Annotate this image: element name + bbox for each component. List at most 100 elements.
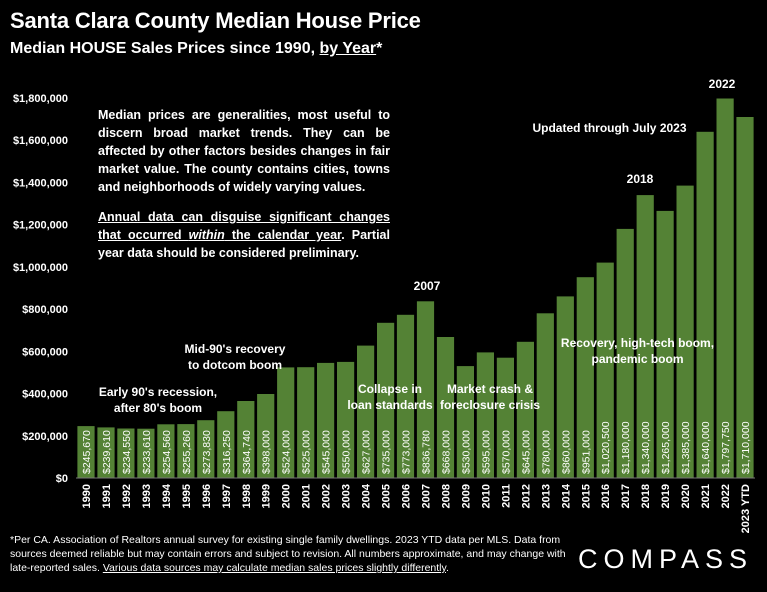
bar-1991	[97, 427, 115, 478]
bar-value-label: $524,000	[281, 430, 293, 474]
footnote-end: .	[445, 562, 449, 574]
x-tick-label: 2009	[460, 484, 472, 508]
bar-2013	[536, 313, 554, 478]
y-tick-label: $800,000	[22, 304, 68, 316]
x-tick-label: 1995	[181, 484, 193, 508]
x-tick-label: 2022	[720, 484, 732, 508]
bar-2007	[416, 301, 435, 478]
bar-value-label: $773,000	[401, 430, 413, 474]
annotation-2007: 2007	[413, 279, 441, 293]
footnote-underlined: Various data sources may calculate media…	[102, 562, 446, 574]
bar-1997	[217, 411, 235, 478]
x-tick-label: 2019	[660, 484, 672, 508]
x-tick-label: 1999	[261, 484, 273, 508]
annotation-recovery: Recovery, high-tech boom, pandemic boom	[560, 336, 715, 366]
x-tick-label: 2013	[540, 484, 552, 508]
annotation-updated: Updated through July 2023	[532, 121, 687, 135]
bar-value-label: $951,000	[580, 430, 592, 474]
x-tick-label: 2008	[441, 484, 453, 508]
bar-1992	[117, 428, 135, 478]
subtitle-prefix: Median HOUSE Sales Prices since 1990,	[10, 40, 320, 57]
bar-value-label: $735,000	[381, 430, 393, 474]
annotation-mid90s: Mid-90's recovery to dotcom boom	[184, 342, 286, 372]
x-tick-label: 2000	[281, 484, 293, 508]
bar-2023-ytd	[736, 117, 754, 478]
y-tick-label: $600,000	[22, 346, 68, 358]
bar-2014	[556, 296, 574, 478]
y-tick-label: $400,000	[22, 389, 68, 401]
x-tick-label: 1992	[121, 484, 133, 508]
bar-value-label: $595,000	[480, 430, 492, 474]
y-tick-label: $200,000	[22, 431, 68, 443]
x-tick-label: 2017	[620, 484, 632, 508]
bar-2016	[596, 262, 614, 478]
footnote: *Per CA. Association of Realtors annual …	[10, 533, 570, 575]
bar-2005	[377, 322, 395, 478]
subtitle-suffix: *	[376, 40, 383, 57]
x-tick-label: 2015	[580, 484, 592, 508]
bar-value-label: $627,000	[361, 430, 373, 474]
x-tick-label: 2014	[560, 483, 572, 508]
bar-value-label: $234,550	[121, 430, 133, 474]
bar-value-label: $273,830	[201, 430, 213, 474]
bar-value-label: $1,797,750	[720, 421, 732, 474]
bar-value-label: $364,740	[241, 430, 253, 474]
x-tick-label: 2007	[421, 484, 433, 508]
note-rest: . Partial year data should be considered…	[98, 228, 390, 260]
bar-value-label: $1,020,500	[600, 421, 612, 474]
bar-2001	[297, 367, 315, 478]
x-tick-label: 1996	[201, 484, 213, 508]
x-tick-label: 2018	[640, 484, 652, 508]
bar-1990	[77, 426, 95, 478]
x-tick-label: 2010	[480, 484, 492, 508]
bar-value-label: $316,250	[221, 430, 233, 474]
bar-value-label: $525,000	[301, 430, 313, 474]
bar-value-label: $233,610	[141, 430, 153, 474]
bar-value-label: $245,670	[81, 430, 93, 474]
footnote-main: *Per CA. Association of Realtors annual …	[10, 534, 566, 574]
bar-2011	[496, 357, 514, 478]
bar-value-label: $836,780	[421, 430, 433, 474]
x-tick-label: 2002	[321, 484, 333, 508]
bar-value-label: $570,000	[500, 430, 512, 474]
bar-value-label: $530,000	[460, 430, 472, 474]
bar-1993	[137, 428, 155, 478]
y-tick-label: $1,400,000	[13, 177, 68, 189]
compass-logo: COMPASS	[578, 544, 754, 574]
bar-2006	[396, 314, 415, 478]
note-paragraph-1: Median prices are generalities, most use…	[98, 108, 390, 194]
bar-2020	[676, 185, 694, 478]
bar-value-label: $545,000	[321, 430, 333, 474]
bar-value-label: $550,000	[341, 430, 353, 474]
bar-2022	[716, 98, 734, 478]
x-tick-label: 1994	[161, 483, 173, 508]
note-underlined-2: the calendar year	[224, 228, 342, 242]
bar-value-label: $1,710,000	[740, 421, 752, 474]
x-tick-label: 1993	[141, 484, 153, 508]
x-tick-label: 2012	[520, 484, 532, 508]
bar-1998	[237, 401, 255, 478]
x-tick-label: 2021	[700, 484, 712, 508]
bar-value-label: $780,000	[540, 430, 552, 474]
bar-2000	[277, 367, 295, 478]
bar-2010	[476, 352, 494, 478]
bar-2008	[436, 337, 455, 478]
notes-box: Median prices are generalities, most use…	[98, 106, 390, 274]
x-tick-label: 2005	[381, 484, 393, 508]
note-paragraph-2: Annual data can disguise significant cha…	[98, 208, 390, 262]
x-tick-label: 1991	[101, 484, 113, 508]
note-italic: within	[188, 228, 225, 242]
bar-value-label: $668,000	[441, 430, 453, 474]
x-tick-label: 1998	[241, 484, 253, 508]
y-tick-label: $1,600,000	[13, 135, 68, 147]
bar-value-label: $1,385,000	[680, 421, 692, 474]
bar-value-label: $254,560	[161, 430, 173, 474]
bar-1995	[177, 424, 195, 478]
x-tick-label: 2023 YTD	[740, 484, 752, 533]
bar-2003	[337, 361, 355, 478]
bar-value-label: $1,340,000	[640, 421, 652, 474]
y-tick-label: $1,200,000	[13, 220, 68, 232]
bar-value-label: $239,610	[101, 430, 113, 474]
x-tick-label: 2004	[361, 483, 373, 508]
x-tick-label: 2016	[600, 484, 612, 508]
